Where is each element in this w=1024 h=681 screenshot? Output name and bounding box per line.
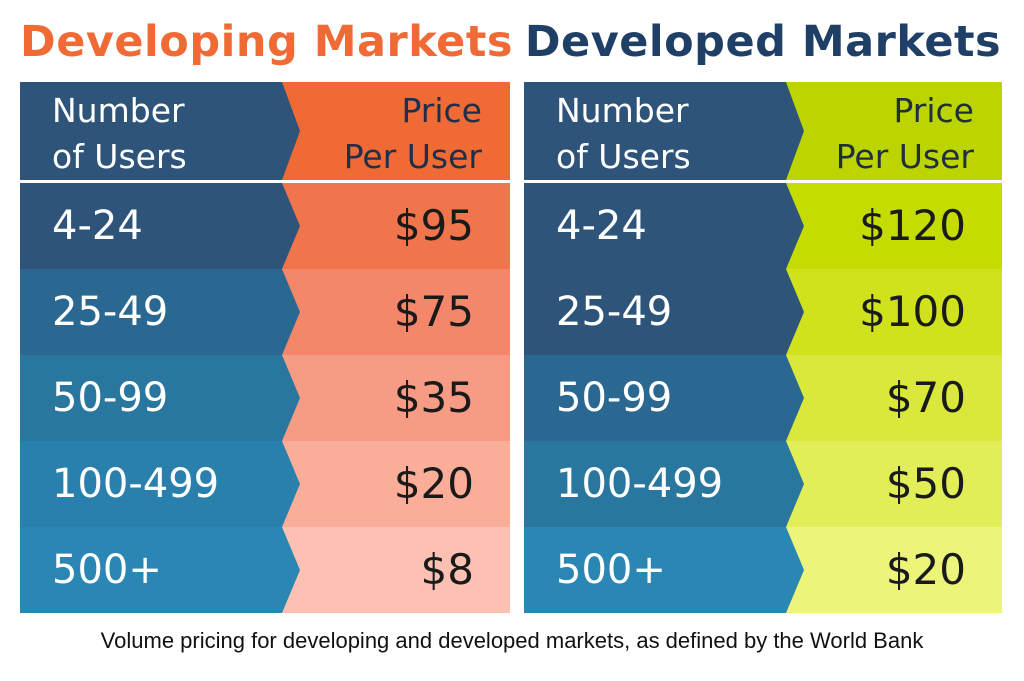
price-cell: $95 xyxy=(282,183,510,269)
users-range: 50-99 xyxy=(52,375,169,421)
price-cell: $70 xyxy=(786,355,1002,441)
price-per-user-line2: Per User xyxy=(343,137,482,176)
number-of-users-line2: of Users xyxy=(556,137,691,176)
users-range: 4-24 xyxy=(556,203,647,249)
users-cell: 4-24 xyxy=(524,183,804,269)
price-value: $75 xyxy=(393,287,474,336)
price-cell: $75 xyxy=(282,269,510,355)
table-row: 25-49 $100 xyxy=(524,269,1002,355)
price-cell: $35 xyxy=(282,355,510,441)
number-of-users-header-text: Number of Users xyxy=(556,88,691,180)
table-row: 25-49 $75 xyxy=(20,269,510,355)
number-of-users-header: Number of Users xyxy=(20,82,300,180)
price-value: $50 xyxy=(885,459,966,508)
developing-markets-panel: Developing Markets Number of Users Price… xyxy=(20,0,513,613)
users-range: 4-24 xyxy=(52,203,143,249)
table-row: 100-499 $20 xyxy=(20,441,510,527)
users-range: 500+ xyxy=(52,547,162,593)
table-header-row: Number of Users Price Per User xyxy=(524,82,1002,183)
price-per-user-header-text: Price Per User xyxy=(836,88,974,180)
table-row: 4-24 $120 xyxy=(524,183,1002,269)
price-value: $35 xyxy=(393,373,474,422)
developed-markets-title: Developed Markets xyxy=(524,17,1002,67)
table-row: 100-499 $50 xyxy=(524,441,1002,527)
price-per-user-line1: Price xyxy=(893,91,974,130)
price-cell: $50 xyxy=(786,441,1002,527)
figure-caption: Volume pricing for developing and develo… xyxy=(100,628,924,653)
number-of-users-line1: Number xyxy=(52,91,185,130)
users-cell: 4-24 xyxy=(20,183,300,269)
price-value: $120 xyxy=(859,201,966,250)
table-header-row: Number of Users Price Per User xyxy=(20,82,510,183)
users-cell: 500+ xyxy=(20,527,300,613)
table-row: 50-99 $35 xyxy=(20,355,510,441)
users-cell: 50-99 xyxy=(524,355,804,441)
price-value: $20 xyxy=(393,459,474,508)
table-row: 4-24 $95 xyxy=(20,183,510,269)
price-per-user-line1: Price xyxy=(401,91,482,130)
price-per-user-line2: Per User xyxy=(835,137,974,176)
price-per-user-header: Price Per User xyxy=(786,82,1002,180)
users-range: 100-499 xyxy=(556,461,724,507)
users-range: 25-49 xyxy=(556,289,673,335)
users-cell: 25-49 xyxy=(20,269,300,355)
price-per-user-header-text: Price Per User xyxy=(344,88,482,180)
users-cell: 500+ xyxy=(524,527,804,613)
price-value: $100 xyxy=(859,287,966,336)
price-value: $70 xyxy=(885,373,966,422)
developing-markets-table: Number of Users Price Per User 4-24 $95 … xyxy=(20,82,510,613)
developed-markets-panel: Developed Markets Number of Users Price … xyxy=(524,0,1002,613)
price-value: $8 xyxy=(420,545,474,594)
price-cell: $20 xyxy=(282,441,510,527)
number-of-users-line2: of Users xyxy=(52,137,187,176)
table-row: 50-99 $70 xyxy=(524,355,1002,441)
users-cell: 25-49 xyxy=(524,269,804,355)
table-row: 500+ $20 xyxy=(524,527,1002,613)
table-row: 500+ $8 xyxy=(20,527,510,613)
price-value: $95 xyxy=(393,201,474,250)
price-cell: $100 xyxy=(786,269,1002,355)
users-range: 25-49 xyxy=(52,289,169,335)
price-cell: $120 xyxy=(786,183,1002,269)
price-cell: $8 xyxy=(282,527,510,613)
developed-markets-table: Number of Users Price Per User 4-24 $120… xyxy=(524,82,1002,613)
number-of-users-header: Number of Users xyxy=(524,82,804,180)
number-of-users-line1: Number xyxy=(556,91,689,130)
users-cell: 50-99 xyxy=(20,355,300,441)
users-range: 100-499 xyxy=(52,461,220,507)
users-cell: 100-499 xyxy=(20,441,300,527)
number-of-users-header-text: Number of Users xyxy=(52,88,187,180)
users-cell: 100-499 xyxy=(524,441,804,527)
developing-markets-title: Developing Markets xyxy=(20,17,513,67)
price-value: $20 xyxy=(885,545,966,594)
price-cell: $20 xyxy=(786,527,1002,613)
price-per-user-header: Price Per User xyxy=(282,82,510,180)
users-range: 500+ xyxy=(556,547,666,593)
users-range: 50-99 xyxy=(556,375,673,421)
